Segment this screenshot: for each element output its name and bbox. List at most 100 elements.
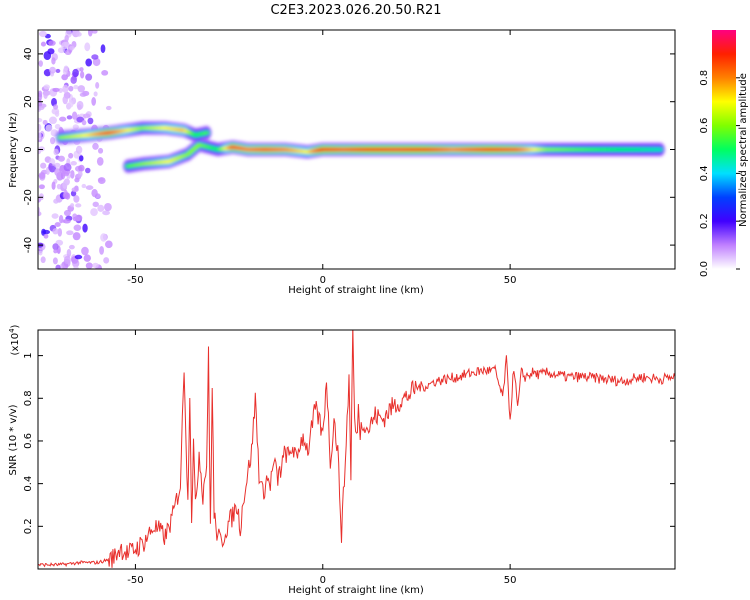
spectrogram-noise-point xyxy=(52,257,58,265)
spectrogram-noise-point xyxy=(100,44,106,54)
spectrogram-noise-point xyxy=(91,189,98,198)
spectrogram-noise-point xyxy=(75,214,83,222)
spectrogram-noise-point xyxy=(70,161,77,166)
spectrogram-noise-point xyxy=(38,146,45,152)
spectrogram-noise-point xyxy=(55,264,61,269)
spectrogram-noise-point xyxy=(79,67,84,72)
spectrogram-noise-point xyxy=(68,152,74,159)
spectrogram-noise-point xyxy=(97,177,106,185)
colorbar-tick-label: 0.6 xyxy=(699,118,710,134)
spectrogram-noise-point xyxy=(43,233,49,239)
spectrogram-noise-point xyxy=(38,117,43,123)
spectrogram-noise-point xyxy=(38,60,43,67)
spectrogram-noise-point xyxy=(38,123,42,132)
spectrogram-noise-point xyxy=(74,254,83,260)
spectrogram-noise-point xyxy=(55,68,61,73)
spectrogram-noise-point xyxy=(54,162,61,168)
colorbar-ticks: 0.0 0.2 0.4 0.6 0.8 xyxy=(699,70,740,277)
spectrogram-noise-point xyxy=(58,214,64,224)
spectrogram-noise-point xyxy=(68,244,75,250)
spectrogram-noise-point xyxy=(48,40,56,46)
spectrogram-noise-point xyxy=(51,213,59,219)
colorbar-tick-label: 0.8 xyxy=(699,70,710,86)
spectrogram-noise-point xyxy=(97,204,105,212)
spectrogram-noise-point xyxy=(63,209,71,217)
spectrogram-noise-point xyxy=(88,30,93,37)
snr-plot-area xyxy=(38,330,675,569)
spectrogram-noise-point xyxy=(38,184,45,190)
snr-y-multiplier: (x104) xyxy=(8,324,21,355)
spectrogram-noise-point xyxy=(72,68,79,78)
spectrogram-noise-point xyxy=(40,256,46,264)
snr-series-line xyxy=(38,330,675,568)
x-tick-label: 50 xyxy=(504,275,517,286)
colorbar-bar xyxy=(712,30,736,269)
spectrogram-noise-point xyxy=(64,34,69,42)
spectrogram-noise-point xyxy=(43,84,50,90)
spectrogram-noise-point xyxy=(105,105,112,111)
x-tick-label: -50 xyxy=(127,575,143,586)
spectrogram-noise-point xyxy=(99,245,105,255)
spectrogram-noise-point xyxy=(43,90,48,99)
spectrogram-noise-point xyxy=(59,116,67,122)
spectrogram-noise-point xyxy=(61,41,69,50)
spectrogram-noise-point xyxy=(69,45,75,51)
x-tick-label: 0 xyxy=(320,575,326,586)
spectrogram-noise-point xyxy=(62,95,68,105)
spectrogram-y-axis-label: Frequency (Hz) xyxy=(8,112,19,188)
y-tick-label: -40 xyxy=(23,237,34,253)
spectrogram-noise-points xyxy=(38,30,113,269)
x-tick-label: 50 xyxy=(504,575,517,586)
spectrogram-noise-point xyxy=(72,124,79,130)
spectrogram-noise-point xyxy=(90,208,98,217)
spectrogram-noise-point xyxy=(78,155,84,162)
spectrogram-noise-point xyxy=(61,74,68,81)
spectrogram-noise-point xyxy=(62,218,71,224)
spectrogram-noise-point xyxy=(38,90,43,98)
spectrogram-trace-point xyxy=(203,130,210,135)
spectrogram-noise-point xyxy=(75,203,82,208)
spectrogram-noise-point xyxy=(91,97,97,106)
spectrogram-noise-point xyxy=(105,240,113,249)
y-tick-label: -20 xyxy=(23,189,34,205)
spectrogram-noise-point xyxy=(38,172,46,180)
colorbar-tick-label: 0.2 xyxy=(699,213,710,229)
spectrogram-noise-point xyxy=(96,156,104,166)
spectrogram-noise-point xyxy=(68,99,74,108)
snr-x-axis-label: Height of straight line (km) xyxy=(288,585,424,596)
snr-y-ticks: 0.2 0.4 0.6 0.8 1 xyxy=(23,352,675,534)
spectrogram-noise-point xyxy=(38,30,47,38)
y-tick-label: 1 xyxy=(23,352,34,358)
spectrogram-noise-point xyxy=(51,181,56,190)
spectrogram-x-ticks: -50 0 50 xyxy=(127,30,516,286)
spectrogram-noise-point xyxy=(49,66,56,74)
spectrogram-noise-point xyxy=(71,111,78,120)
spectrogram-noise-point xyxy=(66,230,74,236)
spectrogram-noise-point xyxy=(81,120,87,126)
svg-text:(x104): (x104) xyxy=(8,324,21,355)
spectrogram-noise-point xyxy=(57,228,63,237)
spectrogram-noise-point xyxy=(56,183,62,190)
spectrogram-noise-point xyxy=(85,262,93,269)
spectrogram-noise-point xyxy=(103,257,110,264)
spectrogram-noise-point xyxy=(52,243,59,251)
spectrogram-noise-point xyxy=(47,48,55,55)
spectrogram-noise-point xyxy=(81,246,89,256)
spectrogram-noise-point xyxy=(57,155,65,162)
spectrogram-noise-point xyxy=(71,187,79,193)
spectrogram-noise-point xyxy=(45,124,53,132)
spectrogram-noise-point xyxy=(53,198,59,204)
spectrogram-noise-point xyxy=(42,119,48,125)
spectrogram-noise-point xyxy=(81,183,87,189)
spectrogram-noise-point xyxy=(82,223,88,233)
spectrogram-noise-point xyxy=(92,57,101,67)
y-tick-label: 0 xyxy=(23,146,34,152)
snr-x-ticks: -50 0 50 xyxy=(127,330,516,586)
spectrogram-noise-point xyxy=(38,105,45,111)
spectrogram-noise-point xyxy=(91,30,98,34)
spectrogram-noise-point xyxy=(92,201,99,208)
spectrogram-noise-point xyxy=(48,116,57,125)
spectrogram-noise-point xyxy=(77,85,85,93)
y-tick-label: 20 xyxy=(23,95,34,108)
